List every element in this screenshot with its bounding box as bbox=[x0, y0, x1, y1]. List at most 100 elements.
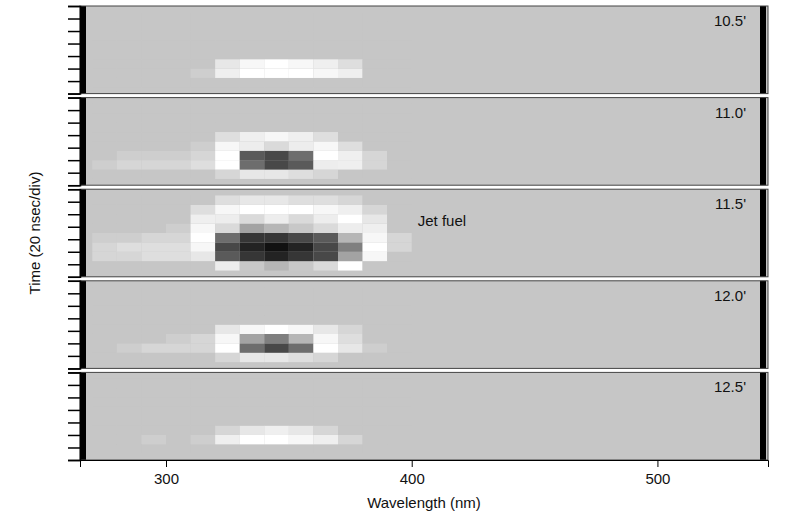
panel-title: 11.0' bbox=[715, 104, 746, 121]
cell bbox=[141, 242, 166, 251]
cell bbox=[289, 388, 314, 397]
tick-mark bbox=[68, 397, 80, 399]
cell bbox=[92, 78, 117, 87]
axis-line bbox=[68, 7, 81, 95]
cell bbox=[363, 353, 388, 362]
cell bbox=[215, 141, 240, 150]
y-tick bbox=[68, 356, 80, 357]
cell bbox=[338, 287, 363, 296]
cell bbox=[264, 325, 289, 334]
cell bbox=[338, 78, 363, 87]
cell bbox=[387, 195, 412, 204]
edge-strip bbox=[760, 98, 766, 186]
cell bbox=[264, 104, 289, 113]
cell bbox=[215, 397, 240, 406]
cell bbox=[117, 160, 142, 169]
cell bbox=[387, 31, 412, 40]
cell bbox=[191, 170, 216, 179]
cell bbox=[117, 343, 142, 352]
cell bbox=[289, 78, 314, 87]
cell bbox=[289, 141, 314, 150]
cell bbox=[166, 104, 191, 113]
y-tick bbox=[68, 264, 80, 265]
panel bbox=[80, 98, 768, 186]
cell bbox=[92, 315, 117, 324]
cell bbox=[215, 151, 240, 160]
cell bbox=[141, 40, 166, 49]
cell bbox=[264, 416, 289, 425]
tick-mark bbox=[68, 318, 80, 320]
y-tick bbox=[68, 422, 80, 423]
panel-title: 10.5' bbox=[714, 12, 746, 29]
cell bbox=[240, 22, 265, 31]
cell bbox=[92, 31, 117, 40]
y-tick bbox=[68, 385, 80, 386]
cell bbox=[338, 435, 363, 444]
edge-strip bbox=[760, 372, 766, 460]
cell bbox=[289, 296, 314, 305]
cell bbox=[363, 416, 388, 425]
cell bbox=[92, 242, 117, 251]
cell bbox=[264, 379, 289, 388]
cell bbox=[215, 435, 240, 444]
tick-mark bbox=[68, 201, 80, 203]
cell bbox=[117, 306, 142, 315]
cell bbox=[387, 296, 412, 305]
cell bbox=[166, 40, 191, 49]
cell bbox=[240, 195, 265, 204]
cell bbox=[166, 233, 191, 242]
cell bbox=[166, 416, 191, 425]
cell bbox=[141, 315, 166, 324]
cell bbox=[387, 214, 412, 223]
cell bbox=[313, 388, 338, 397]
cell bbox=[191, 353, 216, 362]
cell bbox=[338, 50, 363, 59]
tick-mark bbox=[68, 6, 80, 8]
cell bbox=[117, 435, 142, 444]
cell bbox=[363, 170, 388, 179]
cell bbox=[338, 104, 363, 113]
cell bbox=[240, 407, 265, 416]
cell bbox=[338, 343, 363, 352]
cell bbox=[215, 170, 240, 179]
cell bbox=[215, 388, 240, 397]
y-tick bbox=[68, 368, 80, 369]
panel-background bbox=[80, 372, 768, 460]
y-tick bbox=[68, 123, 80, 124]
y-tick bbox=[68, 173, 80, 174]
cell bbox=[313, 113, 338, 122]
cell bbox=[240, 444, 265, 453]
cell bbox=[313, 141, 338, 150]
cell bbox=[117, 296, 142, 305]
cell bbox=[117, 59, 142, 68]
cell bbox=[166, 170, 191, 179]
cell bbox=[338, 12, 363, 21]
cell bbox=[166, 160, 191, 169]
cell bbox=[240, 141, 265, 150]
cell bbox=[289, 426, 314, 435]
cell bbox=[313, 78, 338, 87]
cell bbox=[387, 242, 412, 251]
cell bbox=[141, 22, 166, 31]
panel bbox=[80, 281, 768, 369]
cell bbox=[289, 170, 314, 179]
cell bbox=[191, 343, 216, 352]
cell bbox=[338, 426, 363, 435]
cell bbox=[363, 224, 388, 233]
cell bbox=[191, 416, 216, 425]
cell bbox=[166, 195, 191, 204]
cell bbox=[363, 306, 388, 315]
cell bbox=[289, 261, 314, 270]
cell bbox=[289, 151, 314, 160]
cell bbox=[387, 306, 412, 315]
chart: 10.5'11.0'11.5'Jet fuel12.0'12.5'3004005… bbox=[0, 0, 786, 519]
panel-background bbox=[80, 281, 768, 369]
cell bbox=[363, 426, 388, 435]
cell bbox=[264, 287, 289, 296]
cell bbox=[387, 22, 412, 31]
tick-mark bbox=[68, 160, 80, 162]
cell bbox=[215, 40, 240, 49]
cell bbox=[338, 242, 363, 251]
cell bbox=[289, 104, 314, 113]
tick-mark bbox=[68, 189, 80, 191]
